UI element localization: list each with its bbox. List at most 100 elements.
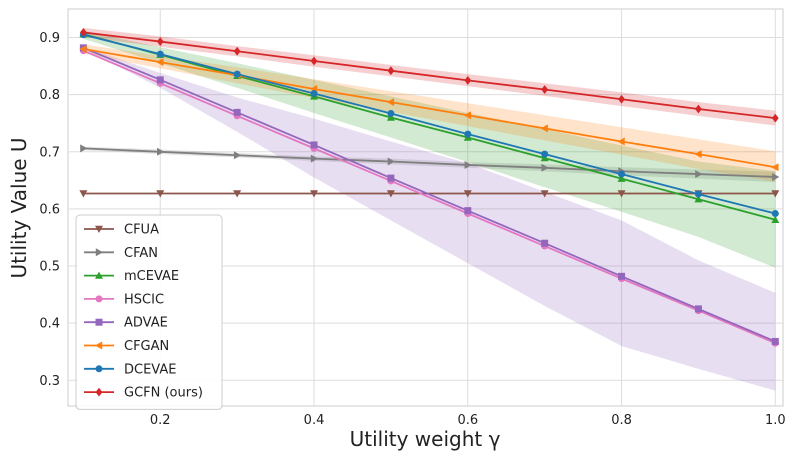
line-hscic bbox=[83, 49, 776, 344]
legend-label: CFUA bbox=[124, 223, 159, 238]
data-point bbox=[233, 46, 241, 56]
legend: CFUA CFAN mCEVAE HSCIC ADVAE CFGAN DCEVAE GCFN … bbox=[75, 214, 223, 410]
data-point bbox=[618, 170, 626, 178]
data-point bbox=[95, 341, 103, 350]
legend-label: CFGAN bbox=[124, 339, 169, 354]
data-point bbox=[541, 239, 549, 247]
data-point bbox=[463, 190, 472, 198]
data-point bbox=[156, 190, 165, 198]
y-tick-label: 0.8 bbox=[39, 88, 60, 103]
data-point bbox=[771, 163, 779, 172]
y-tick-label: 0.3 bbox=[39, 374, 60, 389]
data-point bbox=[387, 66, 395, 76]
data-point bbox=[310, 90, 318, 98]
legend-label: ADVAE bbox=[124, 316, 168, 331]
line-mcevae bbox=[83, 33, 776, 221]
y-tick-label: 0.9 bbox=[39, 31, 60, 46]
y-tick-label: 0.5 bbox=[39, 260, 60, 275]
data-point bbox=[463, 111, 471, 120]
data-point bbox=[694, 150, 702, 159]
data-point bbox=[694, 190, 702, 198]
data-point bbox=[157, 147, 165, 156]
data-point bbox=[540, 154, 549, 162]
data-point bbox=[540, 124, 548, 133]
line-cfgan bbox=[83, 48, 776, 169]
data-point bbox=[310, 56, 318, 66]
data-point bbox=[310, 190, 319, 198]
legend-label: GCFN (ours) bbox=[124, 386, 203, 401]
data-point bbox=[771, 113, 779, 123]
tick-labels: 0.2 0.4 0.6 0.8 1.0 0.3 0.4 0.5 0.6 0.7 0.8 0.9 bbox=[39, 31, 785, 428]
data-point bbox=[617, 190, 626, 198]
y-tick-label: 0.7 bbox=[39, 145, 60, 160]
data-point bbox=[464, 130, 472, 138]
data-point bbox=[694, 195, 703, 203]
x-tick-label: 0.4 bbox=[304, 413, 325, 428]
data-point bbox=[310, 141, 318, 149]
data-point bbox=[95, 318, 103, 326]
legend-label: DCEVAE bbox=[124, 362, 176, 377]
line-dcevae bbox=[83, 33, 776, 215]
x-tick-label: 0.6 bbox=[457, 413, 478, 428]
x-tick-label: 0.2 bbox=[150, 413, 171, 428]
line-cfan bbox=[83, 147, 776, 178]
data-point bbox=[694, 305, 702, 313]
band-mcevae bbox=[83, 30, 776, 268]
data-point bbox=[95, 225, 103, 233]
data-point bbox=[541, 163, 549, 172]
data-point bbox=[771, 190, 780, 198]
data-point bbox=[771, 209, 779, 217]
data-point bbox=[541, 150, 549, 158]
legend-label: mCEVAE bbox=[124, 269, 179, 284]
data-point bbox=[95, 387, 103, 397]
data-point bbox=[387, 110, 395, 118]
data-point bbox=[386, 113, 395, 121]
x-axis-label: Utility weight γ bbox=[350, 427, 501, 451]
series-markers bbox=[79, 28, 780, 347]
data-point bbox=[541, 85, 549, 94]
band-gcfn-ours- bbox=[83, 27, 776, 126]
data-point bbox=[79, 28, 87, 37]
data-point bbox=[156, 50, 164, 58]
x-tick-label: 0.8 bbox=[611, 413, 632, 428]
legend-label: HSCIC bbox=[124, 292, 164, 307]
data-point bbox=[771, 215, 780, 223]
data-point bbox=[233, 190, 242, 198]
data-point bbox=[695, 170, 703, 179]
data-point bbox=[233, 151, 242, 160]
data-point bbox=[464, 160, 472, 169]
data-point bbox=[771, 337, 779, 345]
data-point bbox=[540, 190, 549, 198]
line-gcfn-ours- bbox=[83, 31, 776, 119]
legend-box bbox=[75, 214, 223, 410]
data-point bbox=[386, 98, 395, 107]
data-point bbox=[387, 174, 395, 182]
data-point bbox=[95, 271, 103, 279]
data-point bbox=[464, 207, 472, 215]
data-point bbox=[233, 70, 241, 78]
band-advae bbox=[83, 46, 776, 391]
y-tick-label: 0.4 bbox=[39, 317, 60, 332]
series-lines bbox=[83, 31, 776, 344]
data-point bbox=[617, 174, 626, 182]
data-point bbox=[695, 104, 702, 114]
data-point bbox=[79, 44, 87, 53]
legend-label: CFAN bbox=[124, 246, 158, 261]
x-tick-label: 1.0 bbox=[765, 413, 786, 428]
data-point bbox=[156, 37, 164, 46]
data-point bbox=[386, 190, 395, 198]
data-point bbox=[79, 190, 88, 198]
data-point bbox=[464, 76, 472, 85]
data-point bbox=[156, 58, 164, 67]
line-advae bbox=[83, 47, 776, 343]
data-point bbox=[618, 272, 626, 280]
data-point bbox=[156, 76, 164, 84]
data-point bbox=[80, 144, 88, 153]
y-axis-label: Utility Value U bbox=[7, 137, 31, 278]
data-point bbox=[772, 172, 780, 181]
data-point bbox=[618, 94, 625, 104]
y-tick-label: 0.6 bbox=[39, 202, 60, 217]
data-point bbox=[387, 157, 395, 166]
data-point bbox=[617, 137, 625, 146]
